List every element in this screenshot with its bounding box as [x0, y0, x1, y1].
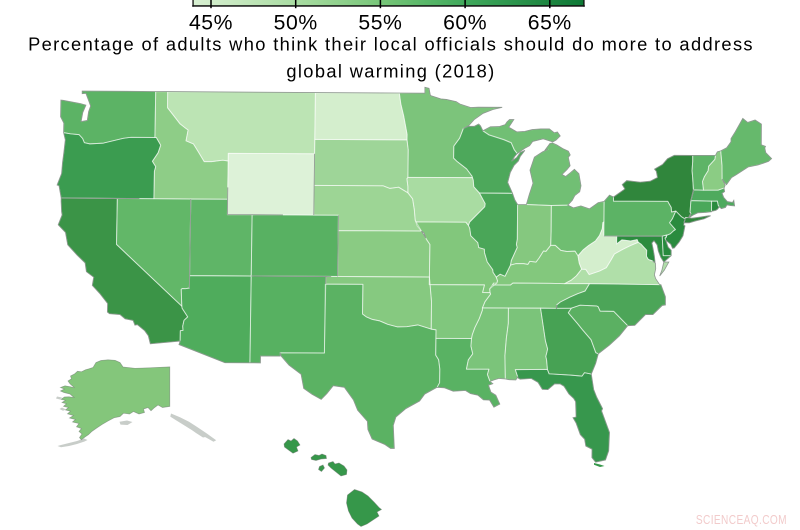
svg-text:50%: 50% [274, 11, 318, 34]
svg-text:65%: 65% [528, 11, 572, 34]
svg-text:global warming (2018): global warming (2018) [286, 60, 495, 81]
svg-text:60%: 60% [443, 11, 487, 34]
svg-text:45%: 45% [189, 11, 233, 34]
svg-text:Percentage of adults who think: Percentage of adults who think their loc… [28, 34, 754, 55]
svg-text:55%: 55% [358, 11, 402, 34]
svg-text:SCIENCEAQ.COM: SCIENCEAQ.COM [696, 513, 787, 527]
